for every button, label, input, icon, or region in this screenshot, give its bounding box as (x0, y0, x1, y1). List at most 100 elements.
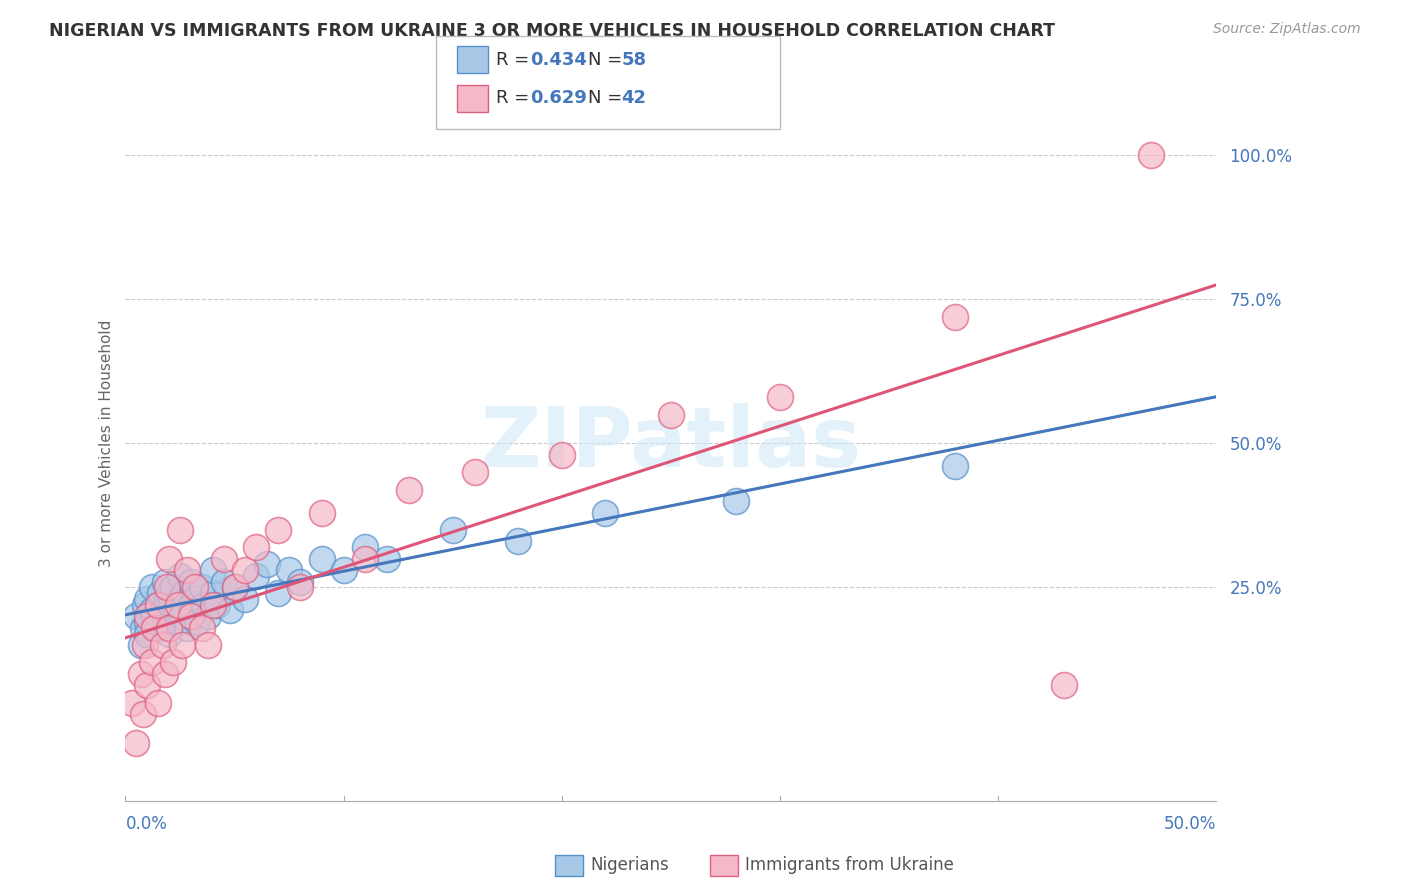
Point (132, 707, 155, 722)
Point (201, 586, 224, 600)
Point (125, 736, 148, 750)
Point (595, 506, 617, 520)
Point (245, 540, 267, 554)
Point (191, 581, 214, 595)
Y-axis label: 3 or more Vehicles in Household: 3 or more Vehicles in Household (100, 319, 114, 567)
Point (166, 598, 188, 612)
Point (169, 569, 191, 583)
Point (186, 615, 208, 629)
Point (224, 581, 246, 595)
Point (197, 609, 219, 624)
Point (193, 598, 215, 612)
Text: Nigerians: Nigerians (591, 856, 669, 874)
Point (311, 551, 333, 566)
Point (157, 621, 180, 635)
Point (256, 558, 278, 572)
Point (142, 609, 165, 624)
Text: 58: 58 (621, 51, 647, 69)
Point (166, 615, 188, 629)
Point (245, 569, 267, 583)
Text: Source: ZipAtlas.com: Source: ZipAtlas.com (1213, 22, 1361, 37)
Point (162, 581, 184, 595)
Point (375, 551, 398, 566)
Point (201, 598, 224, 612)
Point (141, 656, 163, 670)
Point (148, 696, 170, 710)
Point (205, 598, 228, 612)
Text: 0.629: 0.629 (530, 89, 586, 107)
Point (157, 609, 180, 624)
Point (398, 483, 420, 497)
Point (156, 591, 179, 606)
Text: 0.434: 0.434 (530, 51, 586, 69)
Point (235, 563, 257, 577)
Point (141, 603, 163, 617)
Point (311, 506, 333, 520)
Point (332, 563, 354, 577)
Point (184, 591, 207, 606)
Point (134, 638, 156, 652)
Point (180, 598, 202, 612)
Point (224, 581, 246, 595)
Point (134, 598, 156, 612)
Point (212, 551, 235, 566)
Point (136, 678, 159, 692)
Point (173, 586, 195, 600)
Point (153, 666, 176, 681)
Point (148, 598, 170, 612)
Point (508, 534, 530, 549)
Point (157, 586, 180, 600)
Point (148, 598, 170, 612)
Text: 42: 42 (621, 89, 647, 107)
Point (184, 581, 207, 595)
Point (172, 638, 194, 652)
Point (551, 448, 574, 462)
Point (943, 459, 966, 474)
Point (141, 581, 163, 595)
Point (136, 615, 159, 629)
Point (1053, 678, 1076, 692)
Point (152, 638, 174, 652)
Point (160, 598, 183, 612)
Text: 0.0%: 0.0% (125, 815, 167, 833)
Point (769, 390, 792, 404)
Point (267, 523, 290, 537)
Point (1140, 148, 1163, 162)
Point (153, 615, 176, 629)
Point (197, 638, 219, 652)
Point (153, 574, 176, 589)
Point (157, 626, 180, 640)
Point (267, 586, 290, 600)
Text: NIGERIAN VS IMMIGRANTS FROM UKRAINE 3 OR MORE VEHICLES IN HOUSEHOLD CORRELATION : NIGERIAN VS IMMIGRANTS FROM UKRAINE 3 OR… (49, 22, 1056, 40)
Point (136, 609, 159, 624)
Text: 50.0%: 50.0% (1164, 815, 1216, 833)
Point (165, 603, 187, 617)
Point (288, 574, 311, 589)
Point (191, 621, 214, 635)
Point (181, 603, 204, 617)
Text: ZIPatlas: ZIPatlas (481, 403, 862, 484)
Point (441, 523, 464, 537)
Point (125, 609, 148, 624)
Point (659, 408, 682, 422)
Point (354, 540, 377, 554)
Point (943, 310, 966, 324)
Point (157, 551, 180, 566)
Point (278, 563, 301, 577)
Point (288, 581, 311, 595)
Point (132, 621, 155, 635)
Point (219, 603, 242, 617)
Point (129, 666, 152, 681)
Point (464, 465, 486, 479)
Point (176, 621, 198, 635)
Point (162, 656, 184, 670)
Point (180, 609, 202, 624)
Point (180, 574, 202, 589)
Point (235, 591, 257, 606)
Point (152, 603, 174, 617)
Point (136, 626, 159, 640)
Text: N =: N = (588, 51, 627, 69)
Point (121, 696, 143, 710)
Text: R =: R = (496, 89, 536, 107)
Point (725, 494, 748, 508)
